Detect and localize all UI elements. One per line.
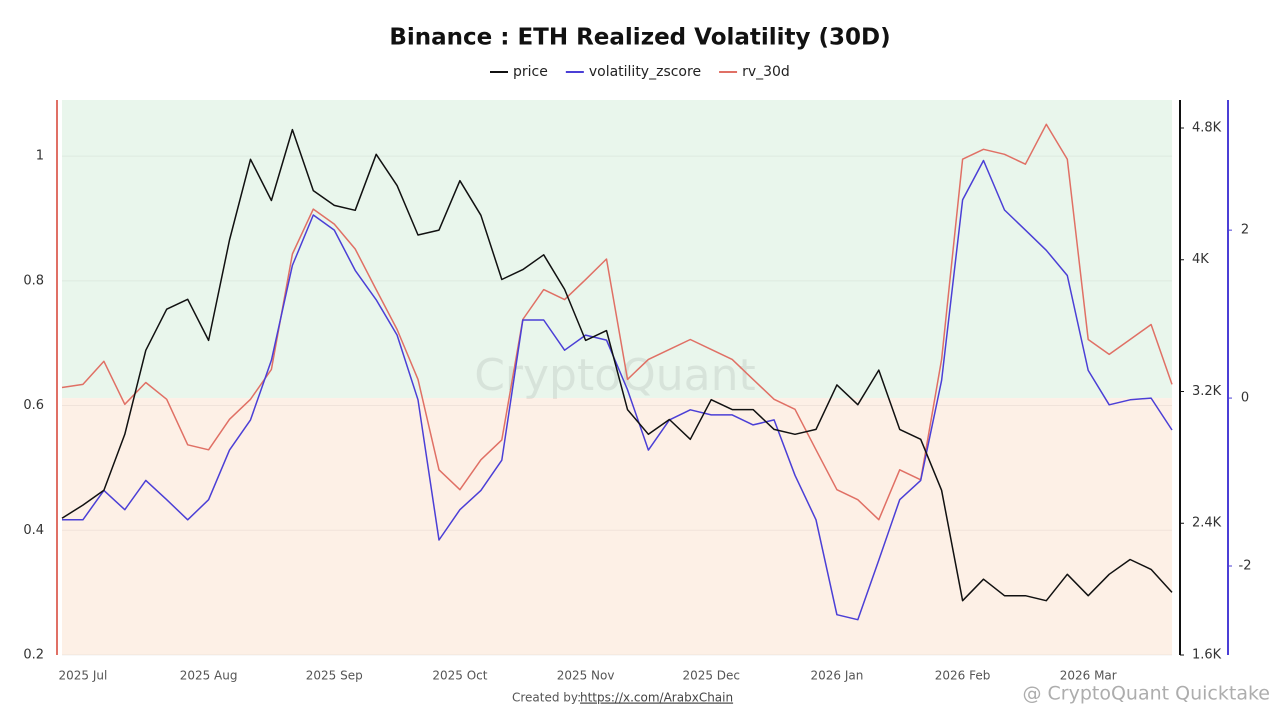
x-tick-label: 2025 Jul — [59, 669, 108, 683]
quicktake-watermark: @ CryptoQuant Quicktake — [1022, 683, 1270, 705]
y-tick-label: 0.4 — [23, 523, 44, 538]
footer-prefix: Created by: — [512, 691, 581, 705]
legend-label: rv_30d — [742, 64, 790, 80]
x-tick-label: 2026 Feb — [935, 669, 991, 683]
legend-label: volatility_zscore — [589, 64, 701, 80]
negative-zone — [62, 398, 1172, 655]
x-tick-label: 2025 Nov — [557, 669, 615, 683]
x-tick-label: 2025 Sep — [306, 669, 363, 683]
x-tick-label: 2026 Jan — [810, 669, 863, 683]
y2-tick-label: 1.6K — [1192, 648, 1222, 663]
y3-tick-label: -2 — [1239, 558, 1252, 573]
y-tick-label: 1 — [36, 149, 44, 164]
series-line — [62, 159, 1173, 621]
series-line — [61, 123, 1173, 521]
series-line — [61, 128, 1173, 602]
y3-tick-label: 0 — [1241, 391, 1249, 406]
y-tick-label: 0.8 — [23, 273, 44, 288]
x-tick-label: 2025 Dec — [682, 669, 740, 683]
footer-link[interactable]: https://x.com/ArabxChain — [580, 691, 733, 705]
x-tick-label: 2025 Aug — [180, 669, 238, 683]
y2-tick-label: 3.2K — [1192, 384, 1222, 399]
y3-tick-label: 2 — [1241, 223, 1249, 238]
y2-tick-label: 2.4K — [1192, 516, 1222, 531]
y-tick-label: 0.6 — [23, 398, 44, 413]
y2-tick-label: 4K — [1192, 252, 1209, 267]
x-tick-label: 2025 Oct — [432, 669, 487, 683]
legend-label: price — [513, 64, 548, 80]
x-tick-label: 2026 Mar — [1060, 669, 1117, 683]
y2-tick-label: 4.8K — [1192, 120, 1222, 135]
chart-title: Binance : ETH Realized Volatility (30D) — [389, 25, 890, 51]
y-tick-label: 0.2 — [23, 648, 44, 663]
